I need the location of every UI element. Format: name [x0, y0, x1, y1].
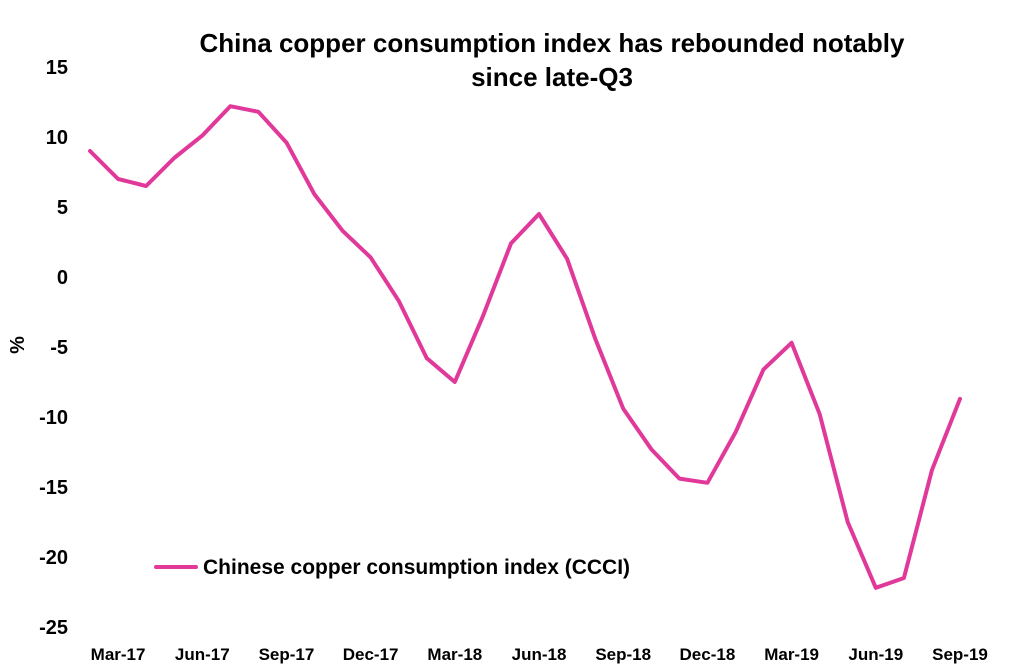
y-tick-label: -10: [39, 407, 68, 429]
legend-label: Chinese copper consumption index (CCCI): [203, 556, 630, 579]
y-tick-label: -15: [39, 477, 68, 499]
x-tick-label: Jun-18: [512, 645, 567, 664]
x-tick-label: Mar-18: [427, 645, 482, 664]
chart-title: China copper consumption index has rebou…: [200, 28, 905, 92]
series-line-ccci: [88, 104, 962, 590]
y-tick-label: 10: [46, 127, 68, 149]
y-axis-label: %: [7, 336, 29, 354]
y-axis-ticks: 15 10 5 0 -5 -10 -15 -20 -25: [39, 57, 68, 639]
y-tick-label: -25: [39, 617, 68, 639]
y-tick-label: -20: [39, 547, 68, 569]
x-tick-label: Sep-18: [595, 645, 651, 664]
series-layer: [88, 104, 962, 590]
x-tick-label: Sep-17: [259, 645, 315, 664]
x-tick-label: Dec-17: [343, 645, 399, 664]
x-tick-label: Sep-19: [932, 645, 988, 664]
x-tick-label: Jun-17: [175, 645, 230, 664]
legend: Chinese copper consumption index (CCCI): [154, 556, 630, 579]
y-tick-label: 0: [57, 267, 68, 289]
y-tick-label: 5: [57, 197, 68, 219]
y-tick-label: 15: [46, 57, 68, 79]
chart-title-line-1: China copper consumption index has rebou…: [200, 28, 905, 58]
x-tick-label: Jun-19: [848, 645, 903, 664]
chart-title-line-2: since late-Q3: [471, 62, 633, 92]
x-tick-label: Mar-19: [764, 645, 819, 664]
y-tick-label: -5: [50, 337, 68, 359]
x-tick-label: Dec-18: [680, 645, 736, 664]
x-axis-ticks: Mar-17 Jun-17 Sep-17 Dec-17 Mar-18 Jun-18 Sep-…: [91, 645, 988, 664]
x-tick-label: Mar-17: [91, 645, 146, 664]
